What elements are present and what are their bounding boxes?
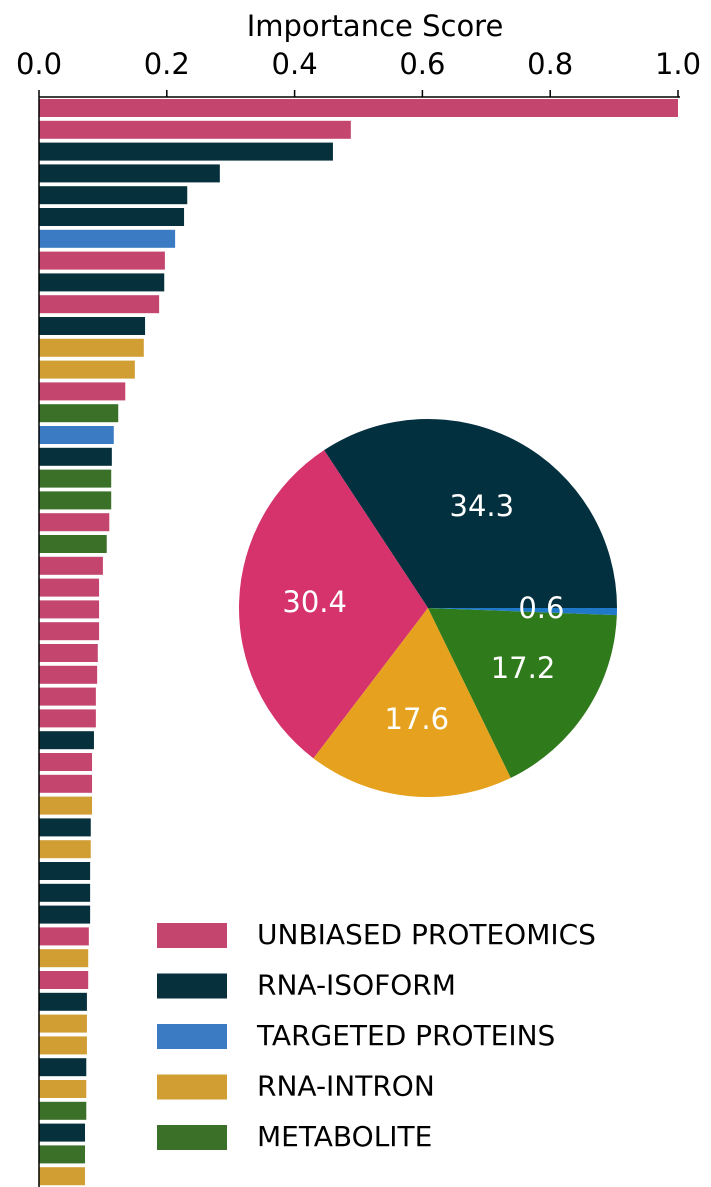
bar [39, 251, 165, 270]
bar [39, 1036, 87, 1055]
bar [39, 818, 91, 837]
bar [39, 905, 91, 924]
bar [39, 1058, 87, 1077]
bar [39, 491, 112, 510]
legend-label: UNBIASED PROTEOMICS [257, 918, 596, 951]
x-tick-label: 0.8 [527, 47, 573, 81]
bar [39, 229, 176, 248]
legend-swatch [157, 1024, 227, 1049]
bar [39, 208, 185, 226]
bar [39, 317, 146, 335]
bar [39, 426, 114, 444]
bar [39, 513, 110, 532]
bar [39, 1014, 87, 1033]
pie-label: 34.3 [450, 489, 515, 523]
bar [39, 774, 93, 793]
pie-label: 0.6 [518, 591, 564, 625]
bar [39, 753, 93, 771]
legend-swatch [157, 1074, 227, 1100]
bar [39, 840, 91, 859]
legend-label: RNA-INTRON [257, 1070, 435, 1103]
bar [39, 578, 100, 597]
bar [39, 971, 89, 989]
bar [39, 295, 160, 314]
bar [39, 186, 188, 205]
bar [39, 731, 94, 750]
bar [39, 600, 100, 619]
x-tick-label: 0.4 [272, 47, 318, 81]
pie-label: 17.2 [491, 651, 556, 685]
bar [39, 447, 112, 466]
bar [39, 120, 351, 139]
bar [39, 273, 165, 292]
bar [39, 382, 126, 401]
x-axis-label: Importance Score [247, 9, 504, 43]
legend-label: RNA-ISOFORM [257, 969, 456, 1002]
x-tick-label: 0.2 [144, 47, 190, 81]
pie-slice [313, 608, 511, 798]
bar [39, 665, 98, 684]
bar [39, 338, 144, 357]
bar [39, 164, 220, 183]
bar [39, 1145, 86, 1164]
x-tick-label: 1.0 [655, 47, 701, 81]
bar [39, 142, 333, 161]
legend-label: METABOLITE [257, 1120, 432, 1153]
bar [39, 622, 100, 641]
bar [39, 99, 678, 117]
bar [39, 1123, 86, 1142]
bar [39, 469, 112, 488]
bar [39, 709, 96, 728]
legend-swatch [157, 973, 227, 999]
legend-swatch [157, 923, 227, 948]
pie-label: 30.4 [282, 585, 347, 619]
x-tick-label: 0.0 [16, 47, 62, 81]
bar [39, 404, 119, 423]
bar [39, 556, 103, 575]
bar [39, 992, 87, 1011]
bar [39, 360, 135, 379]
bar [39, 644, 98, 662]
pie-slice [428, 608, 617, 778]
bar [39, 883, 91, 902]
bar [39, 949, 89, 968]
pie-slice [238, 450, 428, 759]
pie-slice [428, 608, 617, 616]
pie-slice [324, 418, 617, 608]
bar [39, 796, 93, 815]
bar [39, 862, 91, 880]
x-tick-label: 0.6 [399, 47, 445, 81]
bar [39, 1080, 87, 1098]
bar [39, 535, 107, 553]
bar [39, 927, 89, 946]
bar [39, 1101, 87, 1120]
bar [39, 1167, 86, 1186]
pie-label: 17.6 [385, 702, 450, 736]
legend-label: TARGETED PROTEINS [256, 1019, 555, 1052]
legend-swatch [157, 1125, 227, 1150]
bar [39, 687, 96, 706]
